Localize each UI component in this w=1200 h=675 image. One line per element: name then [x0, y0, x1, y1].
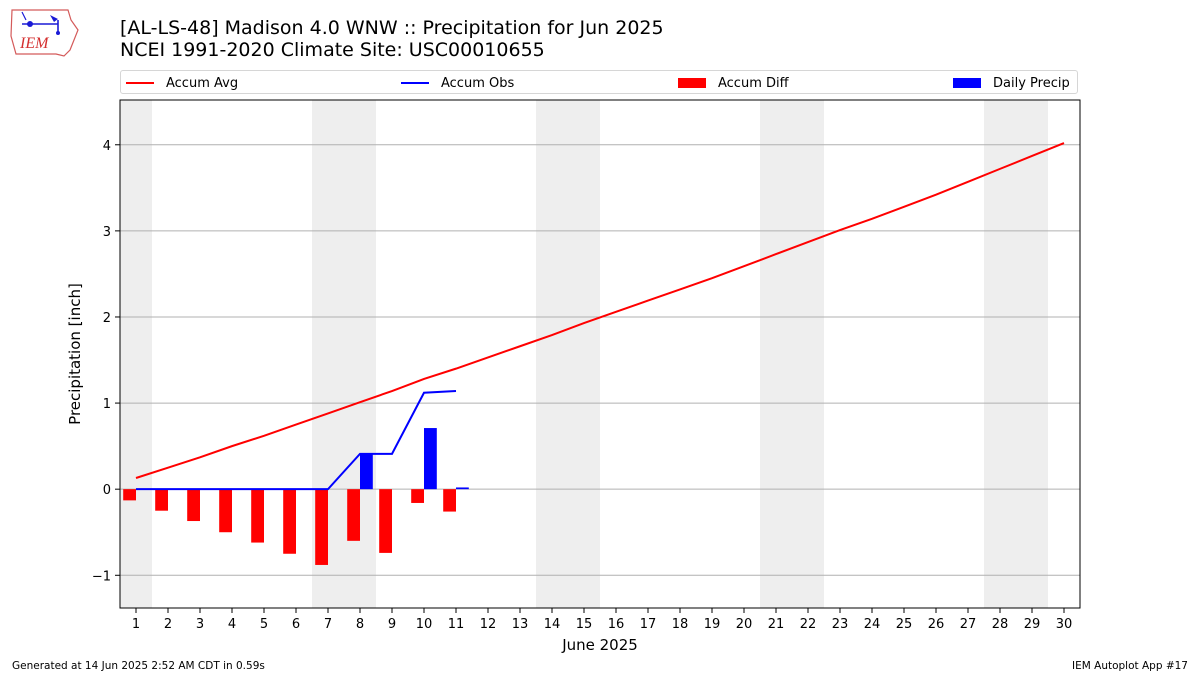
bar-accum-diff	[155, 489, 168, 511]
x-tick-label: 16	[608, 617, 625, 632]
x-tick-label: 30	[1056, 617, 1073, 632]
line-accum-avg	[135, 142, 1065, 479]
x-tick-label: 3	[196, 617, 204, 632]
x-tick-label: 22	[800, 617, 817, 632]
legend-item-daily-precip: Daily Precip	[953, 74, 1070, 92]
x-tick-label: 20	[736, 617, 753, 632]
line-accum-obs	[136, 390, 457, 491]
legend-swatch-accum-obs	[401, 82, 429, 84]
bar-accum-diff	[123, 489, 136, 501]
bar-accum-diff	[347, 489, 360, 541]
x-tick-label: 12	[480, 617, 497, 632]
legend: Accum Avg Accum Obs Accum Diff Daily Pre…	[120, 70, 1078, 94]
y-tick-label: 2	[103, 311, 111, 326]
x-tick-label: 17	[640, 617, 657, 632]
weekend-shade-4	[984, 100, 1048, 608]
x-tick-label: 28	[992, 617, 1009, 632]
legend-swatch-daily-precip	[953, 78, 981, 88]
legend-swatch-accum-avg	[126, 82, 154, 84]
x-tick-label: 11	[448, 617, 465, 632]
x-tick-label: 1	[132, 617, 140, 632]
x-tick-label: 25	[896, 617, 913, 632]
y-tick-label: 0	[103, 483, 111, 498]
chart-subtitle: NCEI 1991-2020 Climate Site: USC00010655	[120, 39, 545, 61]
x-tick-label: 14	[544, 617, 561, 632]
weekend-shade-0	[120, 100, 152, 608]
x-tick-label: 27	[960, 617, 977, 632]
legend-label-daily-precip: Daily Precip	[993, 75, 1070, 91]
y-tick-label: 1	[103, 397, 111, 412]
bar-daily-precip	[456, 487, 469, 490]
legend-item-accum-obs: Accum Obs	[401, 74, 514, 92]
weekend-shade-2	[536, 100, 600, 608]
x-tick-label: 21	[768, 617, 785, 632]
y-axis: −1 0 1 2 3 4	[92, 139, 120, 584]
x-tick-label: 19	[704, 617, 721, 632]
weekend-shade-3	[760, 100, 824, 608]
bar-accum-diff	[219, 489, 232, 533]
chart-title: [AL-LS-48] Madison 4.0 WNW :: Precipitat…	[120, 17, 664, 39]
y-tick-label: −1	[92, 569, 111, 584]
bar-daily-precip	[424, 428, 437, 490]
legend-item-accum-avg: Accum Avg	[126, 74, 238, 92]
x-tick-label: 23	[832, 617, 849, 632]
x-tick-label: 2	[164, 617, 172, 632]
x-tick-label: 4	[228, 617, 236, 632]
y-tick-label: 3	[103, 225, 111, 240]
legend-label-accum-obs: Accum Obs	[441, 75, 515, 91]
bar-accum-diff	[315, 489, 328, 565]
x-axis: 1 2 3 4 5 6 7 8 9 10 11 12 13 14 15 16 17 18 19 20 21 22 23 24 2…	[132, 608, 1072, 632]
bar-accum-diff	[379, 489, 392, 553]
x-tick-label: 9	[388, 617, 396, 632]
logo-text: IEM	[19, 35, 50, 52]
y-gridlines	[120, 144, 1080, 576]
x-tick-label: 26	[928, 617, 945, 632]
legend-item-accum-diff: Accum Diff	[678, 74, 789, 92]
bars	[123, 428, 469, 565]
bar-accum-diff	[187, 489, 200, 522]
x-tick-label: 24	[864, 617, 881, 632]
x-tick-label: 18	[672, 617, 689, 632]
bar-accum-diff	[411, 489, 424, 503]
x-tick-label: 5	[260, 617, 268, 632]
x-tick-label: 15	[576, 617, 593, 632]
x-tick-label: 13	[512, 617, 529, 632]
y-tick-label: 4	[103, 139, 111, 154]
x-tick-label: 10	[416, 617, 433, 632]
x-tick-label: 29	[1024, 617, 1041, 632]
x-axis-label: June 2025	[561, 636, 638, 654]
x-tick-label: 8	[356, 617, 364, 632]
x-tick-label: 7	[324, 617, 332, 632]
bar-accum-diff	[443, 489, 456, 512]
footer-generated: Generated at 14 Jun 2025 2:52 AM CDT in …	[12, 660, 265, 672]
bar-accum-diff	[283, 489, 296, 554]
series-lines	[135, 142, 1065, 491]
bar-daily-precip	[360, 453, 373, 490]
bar-accum-diff	[251, 489, 264, 543]
y-axis-label: Precipitation [inch]	[66, 283, 84, 425]
plot-frame	[119, 99, 1081, 609]
legend-label-accum-avg: Accum Avg	[166, 75, 239, 91]
legend-swatch-accum-diff	[678, 78, 706, 88]
x-tick-label: 6	[292, 617, 300, 632]
legend-label-accum-diff: Accum Diff	[718, 75, 789, 91]
footer-app: IEM Autoplot App #17	[1072, 660, 1188, 672]
iem-logo: IEM	[10, 9, 79, 57]
